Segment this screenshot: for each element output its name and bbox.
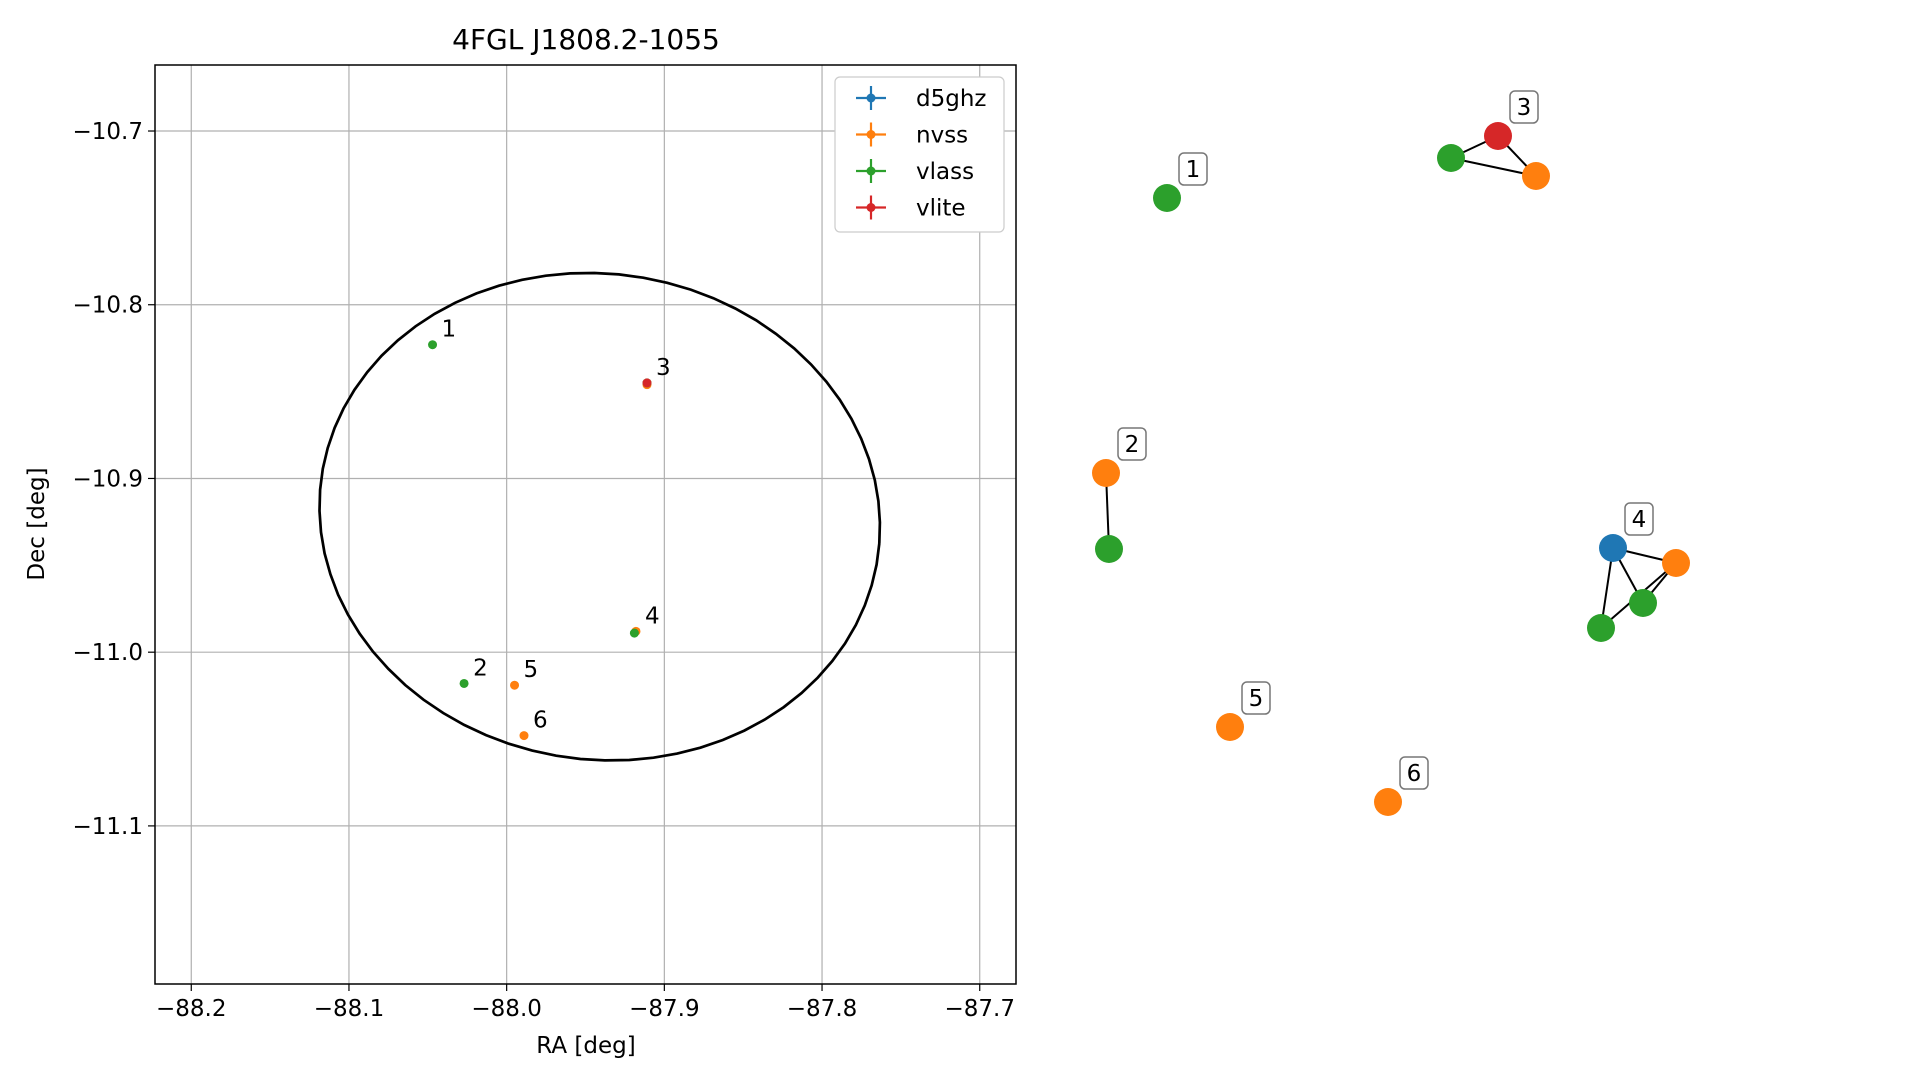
scatter-plot: 1 2 3 4 5 6 −88.2 −88.1 −88.0 −87.9 −87.8 −87.7 −1… xyxy=(24,23,1017,1059)
legend-entry-d5ghz: d5ghz xyxy=(856,86,986,112)
chart-title: 4FGL J1808.2-1055 xyxy=(452,23,720,56)
network-node-nvss xyxy=(1522,162,1550,190)
network-nodes xyxy=(1092,122,1690,816)
network-label-text: 3 xyxy=(1517,95,1532,121)
ellipse-path xyxy=(318,271,882,762)
network-label: 6 xyxy=(1399,756,1429,790)
network-label-box xyxy=(1241,681,1271,715)
network-node-vlite xyxy=(1484,122,1512,150)
network-label: 4 xyxy=(1624,502,1654,536)
point-annotation: 6 xyxy=(533,708,548,734)
x-tick-label: −87.9 xyxy=(629,996,699,1022)
legend-entry-nvss: nvss xyxy=(856,122,968,149)
legend-entries: d5ghz nvss vlass vlite xyxy=(856,86,986,222)
point-annotations: 1 2 3 4 5 6 xyxy=(442,317,671,734)
legend-marker-dot xyxy=(866,203,876,212)
x-tick-label: −88.0 xyxy=(471,996,541,1022)
network-label-text: 2 xyxy=(1125,432,1140,458)
network-graph: 1 2 3 4 5 6 xyxy=(1092,90,1690,816)
point-annotation: 5 xyxy=(524,657,539,683)
network-node-d5ghz xyxy=(1599,534,1627,562)
legend-label: d5ghz xyxy=(916,86,986,112)
point-vlite xyxy=(642,378,652,388)
network-edges xyxy=(1105,135,1677,629)
point-nvss xyxy=(519,731,529,741)
axes-frame xyxy=(154,64,1017,985)
network-labels: 1 2 3 4 5 6 xyxy=(1117,90,1654,790)
legend-marker-dot xyxy=(866,93,876,103)
point-annotation: 3 xyxy=(656,355,671,381)
network-label-text: 1 xyxy=(1186,157,1201,183)
legend: d5ghz nvss vlass vlite xyxy=(834,76,1005,233)
x-axis-label: RA [deg] xyxy=(536,1033,635,1059)
network-label-box xyxy=(1117,427,1147,461)
x-tick-label: −87.7 xyxy=(944,996,1014,1022)
y-tick-label: −11.1 xyxy=(73,814,143,840)
network-label-text: 6 xyxy=(1407,761,1422,787)
network-node-vlass xyxy=(1629,589,1657,617)
network-node-nvss xyxy=(1662,549,1690,577)
point-vlass xyxy=(428,340,438,350)
x-tick-label: −88.1 xyxy=(314,996,384,1022)
point-vlass xyxy=(629,628,639,638)
legend-marker-dot xyxy=(866,130,876,139)
data-points xyxy=(428,340,652,741)
network-node-vlass xyxy=(1095,535,1123,563)
y-tick-label: −10.8 xyxy=(73,293,143,319)
network-node-vlass xyxy=(1437,144,1465,172)
network-node-vlass xyxy=(1153,184,1181,212)
legend-label: vlite xyxy=(916,196,966,222)
point-vlass xyxy=(459,678,469,688)
network-node-nvss xyxy=(1374,788,1402,816)
network-label-box xyxy=(1178,152,1208,186)
network-label: 1 xyxy=(1178,152,1208,186)
network-label: 3 xyxy=(1509,90,1539,124)
x-tick-label: −87.8 xyxy=(787,996,857,1022)
legend-label: nvss xyxy=(916,123,968,149)
y-tick-label: −11.0 xyxy=(73,640,143,666)
network-label-text: 4 xyxy=(1632,507,1647,533)
legend-entry-vlass: vlass xyxy=(856,159,974,185)
point-nvss xyxy=(510,680,520,690)
legend-marker-dot xyxy=(866,166,876,176)
point-annotation: 2 xyxy=(473,655,488,681)
network-label-text: 5 xyxy=(1249,686,1264,712)
y-ticks: −10.7 −10.8 −10.9 −11.0 −11.1 xyxy=(73,119,155,840)
x-tick-label: −88.2 xyxy=(156,996,226,1022)
network-label-box xyxy=(1624,502,1654,536)
confidence-ellipse xyxy=(318,271,882,762)
legend-label: vlass xyxy=(916,159,974,185)
network-label: 2 xyxy=(1117,427,1147,461)
network-label-box xyxy=(1399,756,1429,790)
point-annotation: 4 xyxy=(645,603,660,629)
network-node-vlass xyxy=(1587,614,1615,642)
y-tick-label: −10.9 xyxy=(73,466,143,492)
network-label: 5 xyxy=(1241,681,1271,715)
network-label-box xyxy=(1509,90,1539,124)
y-axis-label: Dec [deg] xyxy=(24,467,50,580)
legend-entry-vlite: vlite xyxy=(856,195,966,222)
point-annotation: 1 xyxy=(442,317,457,343)
legend-frame xyxy=(834,76,1005,233)
network-edge xyxy=(1450,157,1537,177)
x-ticks: −88.2 −88.1 −88.0 −87.9 −87.8 −87.7 xyxy=(156,984,1015,1022)
network-node-nvss xyxy=(1092,459,1120,487)
network-node-nvss xyxy=(1216,713,1244,741)
y-tick-label: −10.7 xyxy=(73,119,143,145)
